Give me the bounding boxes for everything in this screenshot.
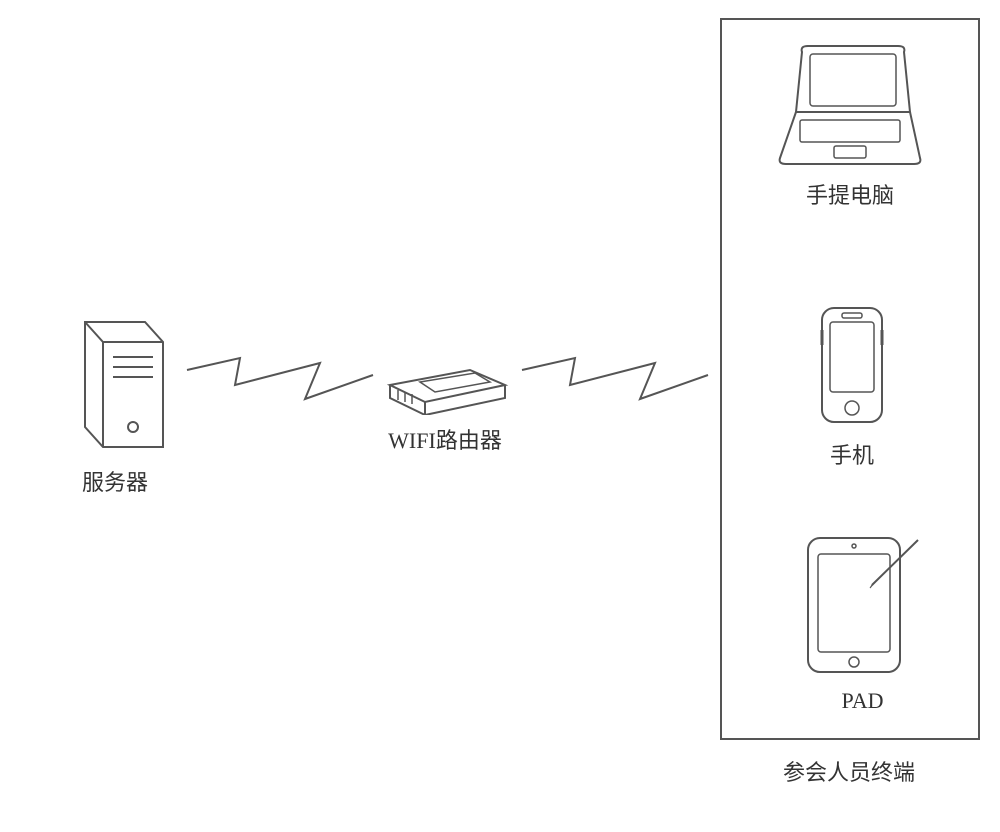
router-node: WIFI路由器 [380, 360, 510, 455]
router-icon [380, 360, 510, 415]
pad-icon [800, 530, 925, 680]
phone-icon [812, 300, 892, 430]
server-icon [55, 307, 175, 457]
terminals-label: 参会人员终端 [783, 755, 915, 787]
phone-label: 手机 [830, 438, 874, 470]
server-label: 服务器 [82, 465, 148, 497]
signal-right-icon [520, 355, 710, 405]
pad-node: PAD [800, 530, 925, 714]
laptop-icon [770, 40, 930, 170]
laptop-node: 手提电脑 [770, 40, 930, 210]
signal-left-icon [185, 355, 375, 405]
router-label: WIFI路由器 [388, 423, 502, 455]
signal-left [185, 355, 375, 405]
phone-node: 手机 [812, 300, 892, 470]
laptop-label: 手提电脑 [806, 178, 894, 210]
pad-label: PAD [842, 688, 884, 714]
signal-right [520, 355, 710, 405]
server-node: 服务器 [55, 307, 175, 497]
